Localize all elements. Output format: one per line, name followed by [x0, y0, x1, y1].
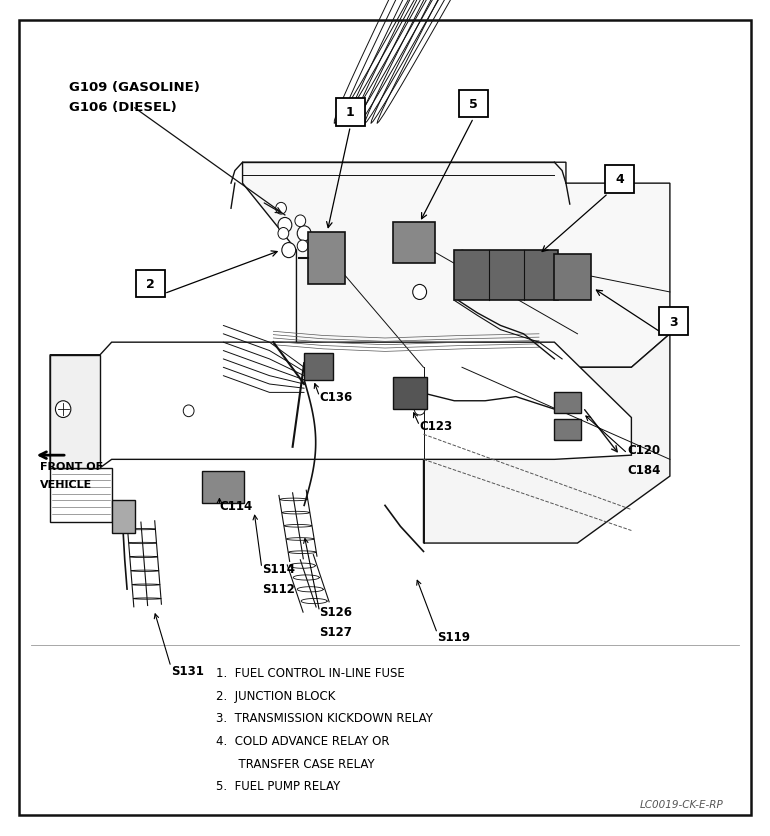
- Text: 3: 3: [669, 315, 678, 329]
- Text: C123: C123: [420, 420, 453, 433]
- Bar: [112, 500, 135, 533]
- Bar: [454, 251, 558, 301]
- Circle shape: [297, 241, 308, 252]
- Text: 3.  TRANSMISSION KICKDOWN RELAY: 3. TRANSMISSION KICKDOWN RELAY: [216, 711, 433, 725]
- Text: S127: S127: [320, 625, 353, 639]
- Bar: [554, 420, 581, 441]
- Text: 2.  JUNCTION BLOCK: 2. JUNCTION BLOCK: [216, 689, 335, 702]
- Bar: [554, 255, 591, 301]
- Bar: [459, 90, 488, 118]
- Bar: [136, 270, 165, 298]
- Text: S112: S112: [262, 582, 295, 595]
- Circle shape: [295, 216, 306, 227]
- Text: S126: S126: [320, 605, 353, 619]
- Text: 4.  COLD ADVANCE RELAY OR: 4. COLD ADVANCE RELAY OR: [216, 734, 389, 747]
- Circle shape: [276, 203, 286, 215]
- Bar: [393, 378, 427, 410]
- Circle shape: [282, 243, 296, 258]
- Bar: [308, 232, 345, 284]
- Text: VEHICLE: VEHICLE: [40, 480, 92, 490]
- Text: 1.  FUEL CONTROL IN-LINE FUSE: 1. FUEL CONTROL IN-LINE FUSE: [216, 666, 404, 680]
- Bar: [659, 308, 688, 335]
- Text: TRANSFER CASE RELAY: TRANSFER CASE RELAY: [216, 757, 374, 770]
- Text: LC0019-CK-E-RP: LC0019-CK-E-RP: [640, 799, 724, 809]
- Text: 5.  FUEL PUMP RELAY: 5. FUEL PUMP RELAY: [216, 779, 340, 793]
- Text: S131: S131: [171, 664, 204, 677]
- Bar: [605, 166, 634, 193]
- Text: 1: 1: [346, 106, 355, 120]
- Circle shape: [278, 218, 292, 233]
- Polygon shape: [50, 355, 100, 468]
- Circle shape: [414, 404, 425, 415]
- Circle shape: [55, 401, 71, 418]
- Text: C120: C120: [628, 443, 661, 456]
- Text: G109 (GASOLINE): G109 (GASOLINE): [69, 81, 200, 94]
- Text: 2: 2: [146, 278, 155, 291]
- Text: 5: 5: [469, 98, 478, 111]
- Circle shape: [278, 228, 289, 240]
- Circle shape: [297, 227, 311, 242]
- Text: C184: C184: [628, 463, 661, 477]
- Bar: [304, 354, 333, 380]
- Polygon shape: [50, 343, 631, 468]
- Text: 4: 4: [615, 173, 624, 186]
- Circle shape: [183, 405, 194, 417]
- Polygon shape: [424, 334, 670, 543]
- Text: C114: C114: [219, 499, 253, 512]
- Text: G106 (DIESEL): G106 (DIESEL): [69, 100, 177, 114]
- Bar: [554, 393, 581, 414]
- Circle shape: [413, 285, 427, 300]
- Bar: [202, 472, 244, 503]
- Text: S114: S114: [262, 562, 295, 575]
- Polygon shape: [243, 163, 670, 368]
- Polygon shape: [50, 468, 112, 522]
- Text: S119: S119: [437, 630, 470, 644]
- Text: C136: C136: [320, 390, 353, 404]
- Bar: [393, 223, 435, 263]
- Text: FRONT OF: FRONT OF: [40, 461, 103, 472]
- Bar: [336, 99, 365, 126]
